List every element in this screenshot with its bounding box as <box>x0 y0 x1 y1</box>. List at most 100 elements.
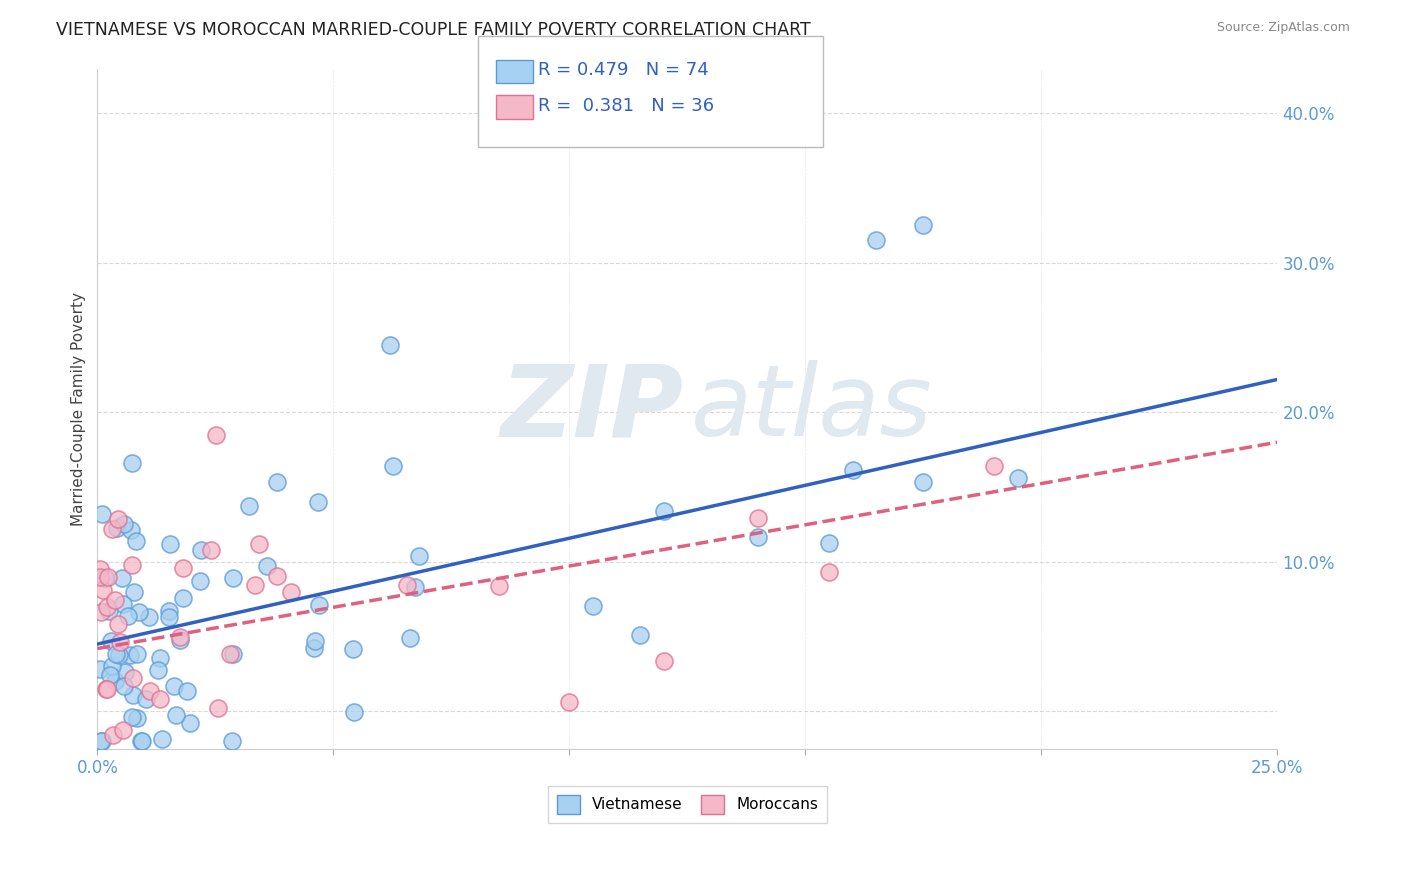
Point <box>121 457 143 471</box>
Point <box>108 634 131 648</box>
Point <box>117 608 139 623</box>
Point <box>101 728 124 742</box>
Point <box>149 691 172 706</box>
Point <box>107 512 129 526</box>
Point <box>122 585 145 599</box>
Point <box>90 734 112 748</box>
Point <box>105 521 128 535</box>
Point <box>395 577 418 591</box>
Text: R = 0.479   N = 74: R = 0.479 N = 74 <box>538 62 709 79</box>
Point <box>865 234 887 248</box>
Point <box>150 731 173 746</box>
Point <box>381 459 404 474</box>
Point <box>200 542 222 557</box>
Point <box>222 647 245 661</box>
Point <box>104 673 127 688</box>
Point <box>399 631 422 645</box>
Point <box>172 561 194 575</box>
Point <box>111 571 134 585</box>
Point <box>343 705 366 719</box>
Point <box>747 530 769 544</box>
Point <box>404 580 426 594</box>
Point <box>111 723 134 737</box>
Point <box>207 701 229 715</box>
Point <box>146 664 169 678</box>
Point <box>139 684 162 698</box>
Point <box>90 605 112 619</box>
Point <box>280 585 302 599</box>
Point <box>101 522 124 536</box>
Point <box>243 578 266 592</box>
Point <box>1007 470 1029 484</box>
Text: atlas: atlas <box>690 360 932 457</box>
Point <box>582 599 605 613</box>
Point <box>176 683 198 698</box>
Point <box>488 579 510 593</box>
Point <box>307 494 329 508</box>
Point <box>89 569 111 583</box>
Point <box>169 631 191 645</box>
Text: VIETNAMESE VS MOROCCAN MARRIED-COUPLE FAMILY POVERTY CORRELATION CHART: VIETNAMESE VS MOROCCAN MARRIED-COUPLE FA… <box>56 21 811 38</box>
Point <box>129 734 152 748</box>
Point <box>558 695 581 709</box>
Point <box>131 734 153 748</box>
Point <box>97 570 120 584</box>
Point <box>121 710 143 724</box>
Point <box>912 219 935 233</box>
Point <box>112 516 135 531</box>
Point <box>222 571 245 585</box>
Point <box>97 604 120 618</box>
Point <box>628 628 651 642</box>
Point <box>308 598 330 612</box>
Point <box>90 507 112 521</box>
Point <box>125 647 148 661</box>
Legend: Vietnamese, Moroccans: Vietnamese, Moroccans <box>548 786 827 822</box>
Text: R =  0.381   N = 36: R = 0.381 N = 36 <box>538 97 714 115</box>
Point <box>652 504 675 518</box>
Point <box>747 511 769 525</box>
Point <box>104 592 127 607</box>
Point <box>378 338 401 352</box>
Text: Source: ZipAtlas.com: Source: ZipAtlas.com <box>1216 21 1350 34</box>
Point <box>89 562 111 576</box>
Point <box>94 681 117 696</box>
Point <box>179 715 201 730</box>
Point <box>112 597 135 611</box>
Point <box>122 671 145 685</box>
Point <box>98 667 121 681</box>
Point <box>818 566 841 580</box>
Point <box>165 707 187 722</box>
Point <box>120 523 142 537</box>
Point <box>818 536 841 550</box>
Point <box>190 543 212 558</box>
Point <box>304 634 326 648</box>
Point <box>104 647 127 661</box>
Point <box>114 665 136 680</box>
Point <box>122 688 145 702</box>
Point <box>266 475 288 489</box>
Point <box>89 662 111 676</box>
Point <box>121 558 143 572</box>
Point <box>157 603 180 617</box>
Point <box>169 633 191 648</box>
Point <box>124 533 146 548</box>
Point <box>157 609 180 624</box>
Point <box>107 648 129 662</box>
Point <box>912 475 935 490</box>
Point <box>134 692 156 706</box>
Point <box>93 582 115 597</box>
Point <box>302 641 325 656</box>
Y-axis label: Married-Couple Family Poverty: Married-Couple Family Poverty <box>72 292 86 525</box>
Point <box>221 734 243 748</box>
Point <box>256 558 278 573</box>
Point <box>247 536 270 550</box>
Point <box>118 648 141 662</box>
Point <box>266 569 288 583</box>
Point <box>163 679 186 693</box>
Point <box>128 605 150 619</box>
Text: ZIP: ZIP <box>501 360 683 457</box>
Point <box>138 610 160 624</box>
Point <box>100 634 122 648</box>
Point <box>238 500 260 514</box>
Point <box>190 574 212 588</box>
